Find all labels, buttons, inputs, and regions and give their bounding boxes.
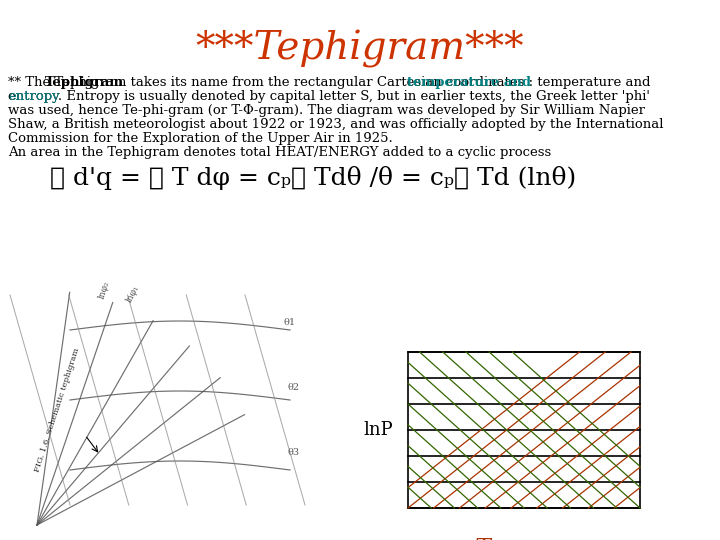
- Text: ** The Tephigram takes its name from the rectangular Cartesian coordinates : tem: ** The Tephigram takes its name from the…: [8, 76, 650, 89]
- Text: T: T: [475, 538, 491, 540]
- Text: lnP: lnP: [363, 421, 393, 439]
- Text: temperature and: temperature and: [407, 76, 531, 89]
- Text: lnφ₂: lnφ₂: [97, 280, 112, 300]
- Text: entropy. Entropy is usually denoted by capital letter S, but in earlier texts, t: entropy. Entropy is usually denoted by c…: [8, 90, 650, 103]
- Text: Tephigram: Tephigram: [45, 76, 124, 89]
- Text: was used, hence Te-phi-gram (or T-Φ-gram). The diagram was developed by Sir Will: was used, hence Te-phi-gram (or T-Φ-gram…: [8, 104, 645, 117]
- Text: entropy: entropy: [8, 90, 60, 103]
- Text: ***Tephigram***: ***Tephigram***: [196, 30, 524, 68]
- Text: ∮ d'q = ∮ T dφ = cₚ∮ Tdθ /θ = cₚ∮ Td (lnθ): ∮ d'q = ∮ T dφ = cₚ∮ Tdθ /θ = cₚ∮ Td (ln…: [50, 166, 576, 190]
- Text: Shaw, a British meteorologist about 1922 or 1923, and was officially adopted by : Shaw, a British meteorologist about 1922…: [8, 118, 664, 131]
- Text: θ1: θ1: [283, 318, 295, 327]
- Text: θ2: θ2: [287, 383, 299, 392]
- Text: lnφ₁: lnφ₁: [125, 284, 141, 304]
- Text: θ3: θ3: [287, 448, 299, 457]
- Text: Commission for the Exploration of the Upper Air in 1925.: Commission for the Exploration of the Up…: [8, 132, 392, 145]
- Text: FIG. 1.6. Schematic tephigram: FIG. 1.6. Schematic tephigram: [33, 347, 81, 473]
- Bar: [408, 352, 640, 508]
- Text: An area in the Tephigram denotes total HEAT/ENERGY added to a cyclic process: An area in the Tephigram denotes total H…: [8, 146, 552, 159]
